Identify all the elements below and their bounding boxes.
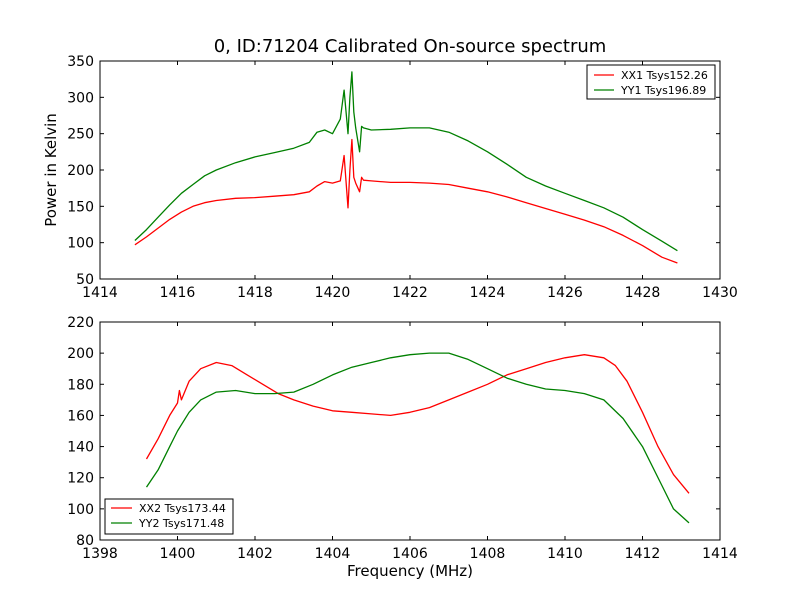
- top-x-tick-label: 1414: [82, 285, 118, 301]
- bottom-legend-label-yy2: YY2 Tsys171.48: [138, 517, 224, 530]
- chart-title: 0, ID:71204 Calibrated On-source spectru…: [214, 36, 607, 57]
- bottom-y-tick-label: 220: [67, 315, 94, 331]
- bottom-y-tick-label: 160: [67, 408, 94, 424]
- bottom-y-tick-label: 200: [67, 346, 94, 362]
- bottom-x-tick-label: 1404: [315, 546, 351, 562]
- bottom-x-tick-label: 1400: [160, 546, 196, 562]
- bottom-axes-frame: [99, 321, 721, 541]
- top-series-layer: [134, 71, 678, 264]
- top-y-tick-label: 300: [67, 90, 94, 106]
- bottom-y-tick-label: 120: [67, 471, 94, 487]
- top-x-tick-label: 1416: [160, 285, 196, 301]
- top-y-tick-label: 200: [67, 163, 94, 179]
- top-x-tick-label: 1430: [702, 285, 738, 301]
- bottom-series-line-2: [145, 352, 690, 524]
- bottom-x-tick-label: 1402: [237, 546, 273, 562]
- bottom-legend: XX2 Tsys173.44 YY2 Tsys171.48: [104, 498, 234, 535]
- bottom-ticks-layer: 1398 1400 1402 1404 1406 1408 1410 1412 1414 80 10…: [67, 315, 738, 562]
- bottom-series-line-1: [145, 354, 690, 494]
- top-x-tick-label: 1426: [547, 285, 583, 301]
- top-ticks-layer: 1414 1416 1418 1420 1422 1424 1426 1428 1430 50 10…: [67, 54, 738, 301]
- top-legend: XX1 Tsys152.26 YY1 Tsys196.89: [586, 64, 716, 100]
- top-legend-box: [586, 64, 716, 100]
- top-y-tick-label: 100: [67, 236, 94, 252]
- bottom-x-axis-label: Frequency (MHz): [347, 562, 473, 580]
- top-legend-label-xx1: XX1 Tsys152.26: [621, 69, 708, 82]
- top-x-tick-label: 1422: [392, 285, 428, 301]
- bottom-subplot: 1398 1400 1402 1404 1406 1408 1410 1412 1414 80 10…: [67, 315, 738, 580]
- top-series-line-2: [134, 71, 678, 252]
- top-y-axis-label: Power in Kelvin: [42, 113, 60, 227]
- bottom-y-tick-label: 180: [67, 377, 94, 393]
- top-x-tick-label: 1428: [625, 285, 661, 301]
- bottom-legend-box: [104, 498, 234, 535]
- top-y-tick-label: 250: [67, 127, 94, 143]
- bottom-series-layer: [145, 352, 690, 524]
- top-y-tick-label: 50: [76, 272, 94, 288]
- top-axes-frame: [99, 60, 721, 280]
- bottom-x-tick-label: 1398: [82, 546, 118, 562]
- top-x-tick-label: 1424: [470, 285, 506, 301]
- bottom-y-tick-label: 140: [67, 440, 94, 456]
- bottom-x-tick-label: 1412: [625, 546, 661, 562]
- top-x-tick-label: 1420: [315, 285, 351, 301]
- bottom-y-tick-label: 100: [67, 502, 94, 518]
- top-series-line-1: [134, 138, 678, 264]
- top-legend-label-yy1: YY1 Tsys196.89: [620, 84, 706, 97]
- bottom-x-tick-label: 1408: [470, 546, 506, 562]
- bottom-x-tick-label: 1414: [702, 546, 738, 562]
- bottom-x-tick-label: 1406: [392, 546, 428, 562]
- top-y-tick-label: 350: [67, 54, 94, 70]
- bottom-y-tick-label: 80: [76, 533, 94, 549]
- bottom-x-tick-label: 1410: [547, 546, 583, 562]
- top-x-tick-label: 1418: [237, 285, 273, 301]
- top-y-tick-label: 150: [67, 199, 94, 215]
- top-subplot: 1414 1416 1418 1420 1422 1424 1426 1428 1430 50 10…: [42, 54, 738, 301]
- bottom-legend-label-xx2: XX2 Tsys173.44: [139, 502, 226, 515]
